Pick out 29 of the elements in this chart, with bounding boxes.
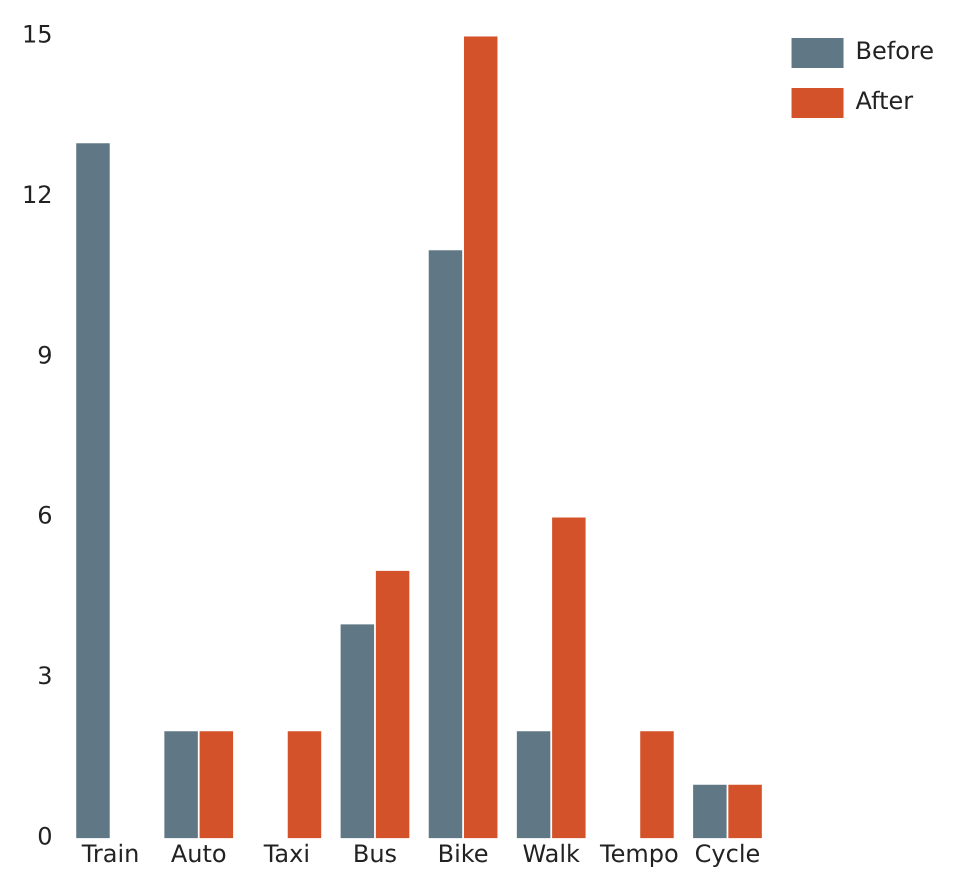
bar xyxy=(693,784,727,838)
bar xyxy=(340,624,374,838)
x-tick-label: Train xyxy=(80,840,140,868)
legend-label: After xyxy=(856,87,914,116)
y-tick-label: 9 xyxy=(37,341,53,370)
x-tick-label: Taxi xyxy=(262,840,310,868)
y-tick-label: 6 xyxy=(37,502,53,530)
bar xyxy=(728,784,762,838)
bar xyxy=(428,250,462,838)
legend-label: Before xyxy=(856,37,934,66)
bar xyxy=(288,731,322,838)
bar xyxy=(164,731,198,838)
y-tick-label: 15 xyxy=(22,20,53,49)
bar xyxy=(640,731,674,838)
bar xyxy=(516,731,550,838)
y-tick-label: 3 xyxy=(37,662,53,690)
x-tick-label: Bus xyxy=(352,840,398,868)
bar xyxy=(552,517,586,838)
x-tick-label: Cycle xyxy=(694,840,760,868)
y-tick-label: 0 xyxy=(37,822,53,850)
y-tick-label: 12 xyxy=(22,180,53,209)
bar xyxy=(200,731,234,838)
bar xyxy=(464,36,498,838)
x-tick-label: Tempo xyxy=(599,840,679,868)
bar xyxy=(76,143,110,838)
x-tick-label: Bike xyxy=(438,840,489,868)
bar xyxy=(376,570,410,838)
x-tick-label: Auto xyxy=(170,840,227,868)
x-tick-label: Walk xyxy=(522,840,580,868)
